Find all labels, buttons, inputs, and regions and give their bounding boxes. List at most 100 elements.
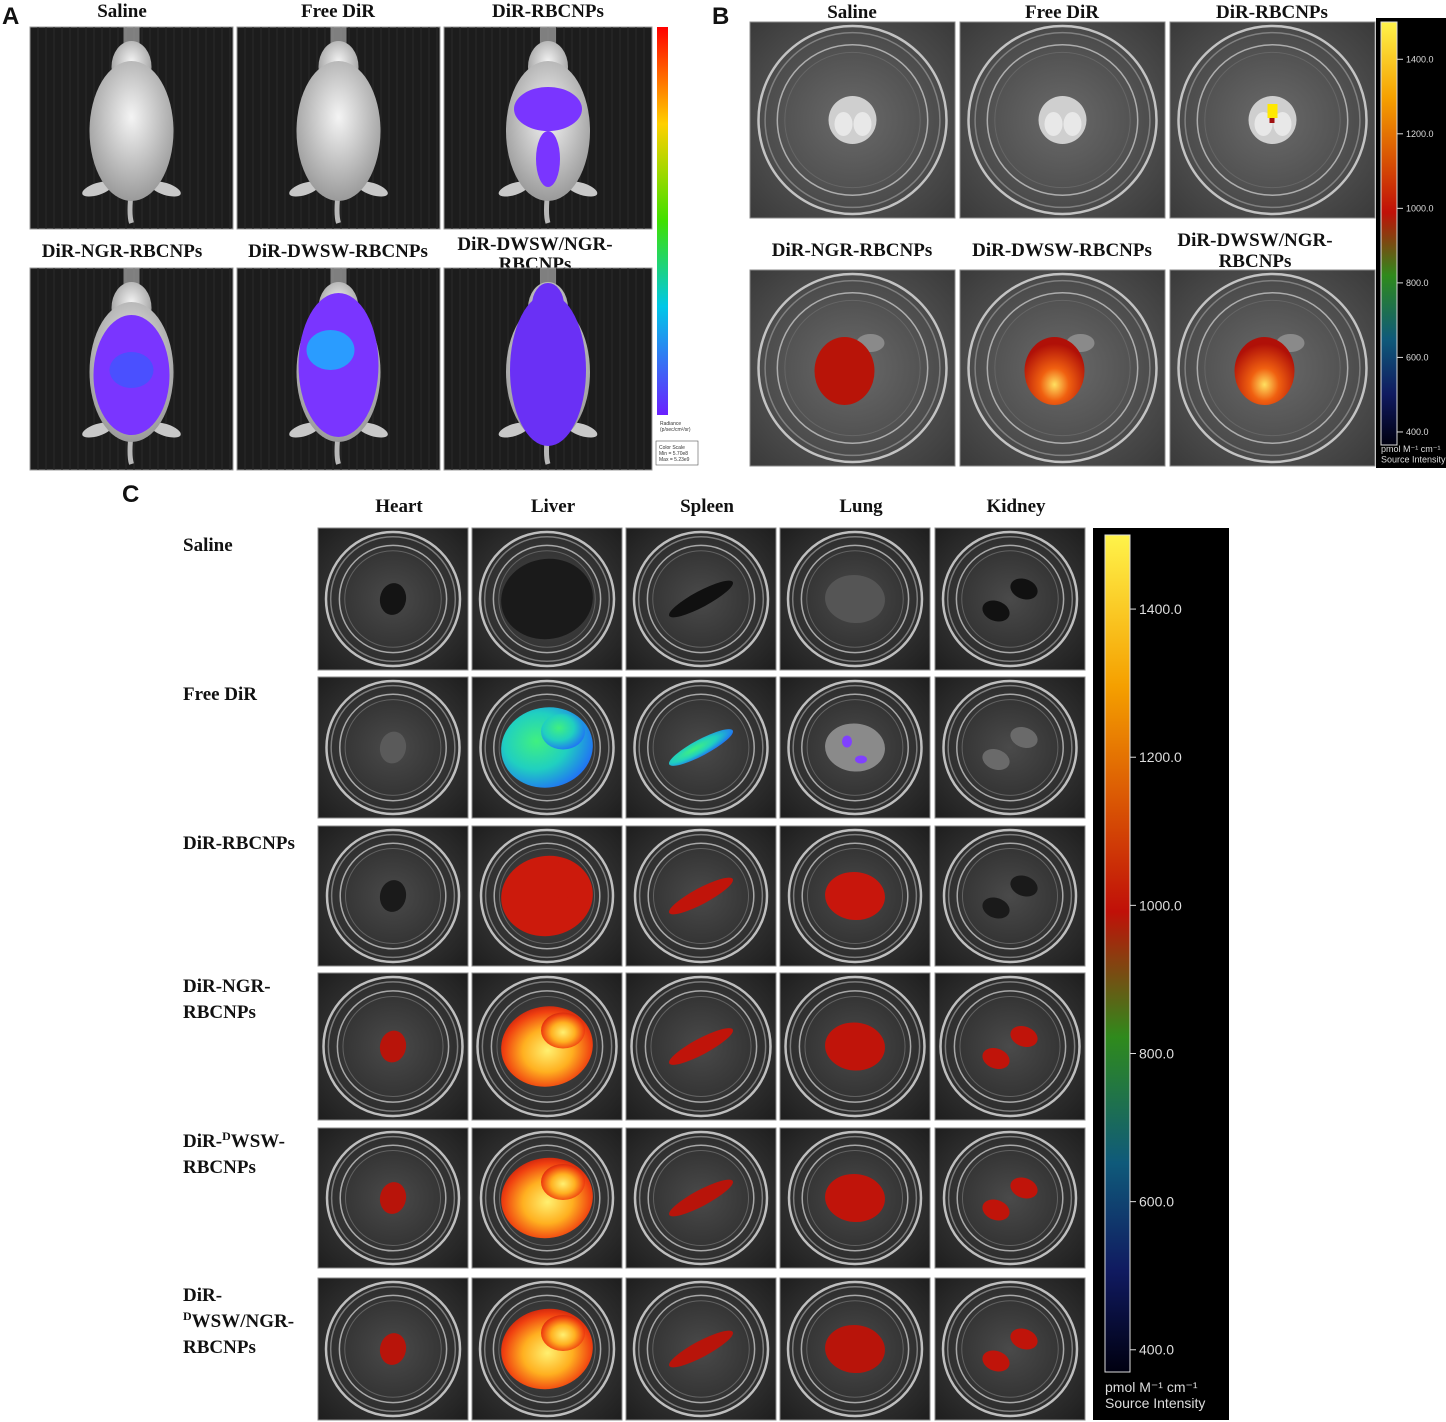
petri-dish [955,1294,1065,1404]
row-label: DiR-DWSW- RBCNPs [183,1129,285,1178]
panel-label: C [122,481,139,508]
signal [536,131,560,187]
petri-dish [786,1280,924,1418]
organ-image [471,972,623,1121]
organ [982,1199,1010,1221]
organ-image [317,1127,469,1269]
petri-dish [325,1130,461,1266]
organ-image [625,676,777,819]
panel-title: Saline [827,2,877,23]
petri-dish [967,272,1158,464]
organ [1010,875,1038,897]
petri-dish [638,1135,764,1261]
panel-title: DiR-DWSW/NGR- [457,234,612,255]
panel-title: DiR-RBCNPs [492,1,604,22]
organ [1010,726,1038,749]
petri-dish [336,990,450,1103]
signal [1267,104,1278,118]
colorbar-tick-label: 1400.0 [1406,54,1434,64]
petri-dish [490,990,604,1103]
organ [1010,1177,1038,1199]
petri-dish [986,44,1139,196]
organ-image [779,972,931,1121]
organ [982,600,1010,622]
petri-dish [633,1130,769,1266]
petri-dish [635,981,767,1112]
row-label-part: RBCNPs [183,1002,256,1023]
petri-dish [496,995,598,1098]
column-header: Lung [839,496,883,517]
organ-image [317,1277,469,1421]
petri-dish [338,544,448,654]
mouse-image [236,267,441,471]
column-header: Spleen [680,496,734,517]
petri-dish [330,833,456,959]
brain [1273,112,1292,136]
row-label-part: Saline [183,535,233,556]
row-label-part: DiR- [183,1285,222,1306]
petri-dish [792,684,918,811]
petri-dish [1204,51,1341,189]
organ [541,713,585,750]
petri-dish [806,699,904,796]
organ-image [934,1277,1086,1421]
colorbar-tick-label: 600.0 [1139,1194,1174,1210]
row-label: DiR-NGR- RBCNPs [183,976,271,1023]
petri-dish [1184,279,1361,457]
petri-dish [481,981,613,1112]
petri-dish [942,679,1078,816]
organ [982,897,1010,919]
brain [1044,112,1063,136]
panel-title: DiR-RBCNPs [1216,2,1328,23]
organ-image [779,676,931,819]
petri-dish [339,693,447,802]
organ [1010,1025,1038,1048]
brain [1063,112,1082,136]
row-label-part: WSW- [231,1131,285,1152]
petri-dish [941,530,1079,668]
petri-dish [986,292,1139,444]
petri-dish [478,1280,616,1418]
petri-dish [956,1144,1064,1252]
brain [853,112,872,136]
signal [1269,118,1275,123]
row-label: Saline [183,535,233,556]
panel-title: Free DiR [301,1,375,22]
organ [668,1330,734,1368]
petri-dish [652,847,750,945]
organ [982,1047,1010,1070]
petri-dish [804,995,906,1098]
row-label: Free DiR [183,684,257,705]
colorbar-tick-label: 1400.0 [1139,601,1182,617]
petri-dish [498,550,596,648]
organ-image [625,1127,777,1269]
petri-dish [961,699,1059,796]
petri-dish [786,530,924,668]
petri-dish [791,535,919,663]
petri-dish [1177,272,1368,464]
petri-dish [944,981,1076,1112]
panel-title: DiR-NGR-RBCNPs [42,241,202,262]
row-label-part: RBCNPs [183,1337,256,1358]
petri-dish [483,1285,611,1413]
petri-dish [961,847,1059,945]
panel-label: A [2,3,19,30]
petri-dish [792,833,918,959]
organ-image [317,676,469,819]
petri-dish [801,842,909,950]
organ-image [471,527,623,671]
organ-image [317,527,469,671]
petri-dish [961,1300,1059,1398]
organ-image [471,676,623,819]
petri-dish [498,847,596,945]
mouse-body [89,61,174,201]
mouse-body [296,61,381,201]
petri-dish [1196,292,1349,444]
petri-dish [776,292,929,444]
petri-dish [947,833,1073,959]
petri-dish [806,550,904,648]
organ [501,558,593,640]
organ [825,574,885,624]
petri-dish [784,51,921,189]
